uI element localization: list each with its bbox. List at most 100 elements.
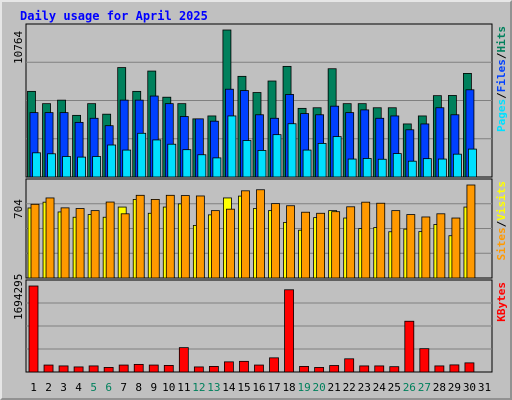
x-tick-label-day-23: 23 xyxy=(358,381,371,394)
pages-bar-day-18 xyxy=(287,123,297,178)
kbytes-bar-day-4 xyxy=(73,366,84,373)
x-tick-label-day-22: 22 xyxy=(343,381,356,394)
panel-2-ymax-label: 1694295 xyxy=(12,274,25,320)
x-tick-label-day-17: 17 xyxy=(267,381,280,394)
kbytes-bar-day-5 xyxy=(88,365,99,373)
sites-bar-day-4 xyxy=(75,208,85,279)
legend-sites: Sites xyxy=(495,227,508,260)
x-tick-label-day-14: 14 xyxy=(222,381,236,394)
pages-bar-day-2 xyxy=(47,153,56,178)
pages-bar-day-10 xyxy=(167,143,177,178)
kbytes-bar-day-11 xyxy=(178,347,189,373)
kbytes-bar-day-3 xyxy=(58,365,69,373)
legend-slash: / xyxy=(495,220,508,227)
panel-0-legend: Pages/Files/Hits xyxy=(495,26,508,132)
sites-bar-day-6 xyxy=(105,201,115,279)
sites-bar-day-30 xyxy=(466,184,476,279)
pages-bar-day-3 xyxy=(62,156,71,178)
pages-bar-day-25 xyxy=(392,153,402,178)
x-tick-label-day-5: 5 xyxy=(90,381,97,394)
sites-bar-day-21 xyxy=(331,211,341,279)
x-tick-label-day-26: 26 xyxy=(403,381,416,394)
chart-title: Daily usage for April 2025 xyxy=(20,9,208,23)
sites-bar-day-15 xyxy=(241,190,250,279)
kbytes-bar-day-18 xyxy=(284,289,294,373)
sites-bar-day-11 xyxy=(180,195,190,279)
pages-bar-day-5 xyxy=(92,156,102,178)
sites-bar-day-24 xyxy=(376,202,386,279)
panel-2-legend: KBytes xyxy=(495,282,508,322)
kbytes-bar-day-28 xyxy=(434,365,445,373)
x-tick-label-day-20: 20 xyxy=(313,381,326,394)
legend-visits: Visits xyxy=(495,181,508,221)
x-tick-label-day-18: 18 xyxy=(282,381,295,394)
kbytes-bar-day-8 xyxy=(133,363,144,373)
pages-bar-day-16 xyxy=(257,150,267,178)
pages-bar-day-26 xyxy=(407,160,417,178)
x-tick-label-day-30: 30 xyxy=(463,381,476,394)
pages-bar-day-9 xyxy=(152,139,162,178)
kbytes-bar-day-14 xyxy=(224,361,234,373)
sites-bar-day-17 xyxy=(271,203,280,279)
sites-bar-day-2 xyxy=(45,197,55,279)
x-tick-label-day-29: 29 xyxy=(448,381,461,394)
legend-files: Files xyxy=(495,59,508,92)
kbytes-bar-day-13 xyxy=(208,366,219,373)
pages-bar-day-17 xyxy=(272,134,282,178)
kbytes-bar-day-15 xyxy=(239,360,249,373)
kbytes-bar-day-27 xyxy=(419,348,430,373)
sites-bar-day-20 xyxy=(316,212,326,279)
x-tick-label-day-3: 3 xyxy=(60,381,67,394)
pages-bar-day-6 xyxy=(107,144,117,178)
sites-bar-day-8 xyxy=(135,194,145,279)
kbytes-bar-day-30 xyxy=(464,362,475,373)
legend-pages: Pages xyxy=(495,99,508,132)
kbytes-bar-day-24 xyxy=(374,365,385,373)
x-tick-label-day-7: 7 xyxy=(120,381,127,394)
sites-bar-day-27 xyxy=(421,216,431,279)
x-tick-label-day-13: 13 xyxy=(207,381,220,394)
panel-0-ymax-label: 10764 xyxy=(12,31,25,64)
x-tick-label-day-21: 21 xyxy=(328,381,341,394)
pages-bar-day-29 xyxy=(453,153,462,178)
x-tick-label-day-4: 4 xyxy=(75,381,82,394)
pages-bar-day-23 xyxy=(362,158,372,178)
legend-slash: / xyxy=(495,92,508,99)
x-tick-label-day-1: 1 xyxy=(30,381,37,394)
kbytes-bar-day-7 xyxy=(118,364,129,373)
x-tick-label-day-24: 24 xyxy=(373,381,387,394)
x-tick-label-day-10: 10 xyxy=(162,381,175,394)
kbytes-bar-day-9 xyxy=(148,364,159,373)
sites-bar-day-12 xyxy=(195,195,205,279)
sites-bar-day-10 xyxy=(165,194,175,279)
x-tick-label-day-19: 19 xyxy=(297,381,310,394)
pages-bar-day-12 xyxy=(197,154,207,178)
pages-bar-day-13 xyxy=(212,157,222,178)
x-tick-label-day-31: 31 xyxy=(478,381,491,394)
sites-bar-day-22 xyxy=(346,206,356,279)
pages-bar-day-27 xyxy=(422,158,432,178)
sites-bar-day-9 xyxy=(150,198,160,279)
panel-1-legend: Sites/Visits xyxy=(495,181,508,261)
sites-bar-day-14 xyxy=(226,208,235,279)
pages-bar-day-28 xyxy=(437,158,447,178)
sites-bar-day-25 xyxy=(391,210,401,279)
x-tick-label-day-6: 6 xyxy=(105,381,112,394)
sites-bar-day-29 xyxy=(451,217,461,279)
x-tick-label-day-2: 2 xyxy=(45,381,52,394)
kbytes-bar-day-10 xyxy=(163,365,174,373)
sites-bar-day-18 xyxy=(286,205,295,279)
pages-bar-day-1 xyxy=(32,152,41,178)
pages-bar-day-24 xyxy=(377,158,387,178)
kbytes-bar-day-19 xyxy=(299,366,309,373)
sites-bar-day-13 xyxy=(210,210,220,279)
kbytes-bar-day-6 xyxy=(103,367,114,373)
kbytes-bar-day-29 xyxy=(449,364,460,373)
kbytes-bar-day-26 xyxy=(404,320,415,373)
panel-1-ymax-label: 704 xyxy=(12,199,25,219)
kbytes-bar-day-12 xyxy=(193,366,204,373)
kbytes-bar-day-1 xyxy=(28,285,39,373)
x-tick-label-day-8: 8 xyxy=(135,381,142,394)
